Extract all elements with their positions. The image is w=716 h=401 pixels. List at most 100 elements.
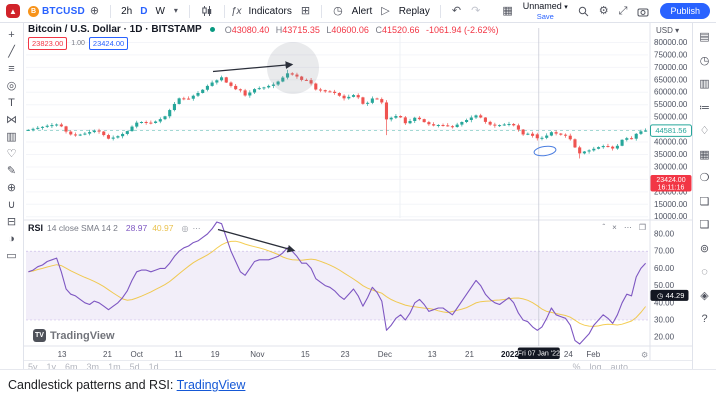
- trend-line-tool-icon[interactable]: ╱: [8, 46, 15, 58]
- help-icon[interactable]: ?: [701, 313, 708, 325]
- undo-icon[interactable]: ↶: [451, 4, 462, 17]
- ellipse-annotation[interactable]: [533, 145, 557, 157]
- alert-clock-icon[interactable]: ◷: [333, 4, 343, 17]
- layout-select-icon[interactable]: ▦: [502, 4, 513, 17]
- currency-label[interactable]: USD ▾: [656, 26, 680, 35]
- publish-button[interactable]: Publish: [660, 3, 710, 19]
- time-axis-label: 21: [465, 350, 474, 359]
- watchlist-icon[interactable]: ▤: [699, 31, 710, 43]
- scale-modes[interactable]: % log auto: [572, 362, 637, 369]
- measure-tool-icon[interactable]: ✎: [6, 165, 17, 177]
- app-logo[interactable]: ▲: [6, 4, 20, 18]
- upper-price-box[interactable]: 23823.00: [28, 37, 68, 50]
- time-axis-label: 13: [58, 350, 67, 359]
- chart-title[interactable]: Bitcoin / U.S. Dollar · 1D · BITSTAMP: [28, 24, 202, 35]
- ideas-icon[interactable]: ❍: [699, 172, 710, 184]
- collapse-pane-button[interactable]: ˆ: [602, 223, 606, 232]
- rsi-title[interactable]: RSI: [28, 223, 44, 233]
- delete-drawings-icon[interactable]: ▭: [6, 250, 17, 262]
- crosshair-tool-icon[interactable]: +: [8, 29, 15, 41]
- eye-icon[interactable]: ◎: [181, 223, 189, 233]
- chevron-down-icon[interactable]: ▾: [564, 4, 568, 11]
- screenshot-camera-icon[interactable]: [637, 6, 649, 17]
- hotlists-icon[interactable]: ♢: [699, 125, 710, 137]
- range-1m[interactable]: 1m: [108, 362, 121, 369]
- magnet-tool-icon[interactable]: ∪: [7, 199, 16, 211]
- arrow-annotation-price[interactable]: [212, 61, 294, 73]
- candle-style-icon[interactable]: [201, 5, 213, 17]
- timeframe-1d-button[interactable]: D: [140, 5, 148, 17]
- more-dots-icon[interactable]: ⋯: [192, 223, 201, 233]
- time-axis-label: 15: [301, 350, 310, 359]
- price-axis-label: 75000.00: [654, 50, 688, 59]
- range-5d[interactable]: 5d: [129, 362, 140, 369]
- rsi-axis-label: 60.00: [654, 264, 675, 273]
- chart-canvas[interactable]: 80000.00 75000.00 70000.00 65000.00 60000.00…: [0, 0, 716, 369]
- crosshair-date-label: [517, 347, 560, 359]
- layout-name-control[interactable]: Unnamed ▾ Save: [523, 2, 568, 20]
- timezone-gear-icon[interactable]: ⚙: [641, 351, 648, 360]
- lower-price-box[interactable]: 23424.00: [88, 37, 129, 50]
- data-window-icon[interactable]: ≔: [699, 101, 710, 114]
- current-price-label: [650, 124, 692, 137]
- scale-auto[interactable]: auto: [610, 362, 628, 369]
- close-pane-button[interactable]: ×: [612, 223, 617, 232]
- private-chat-icon[interactable]: ❏: [699, 195, 710, 208]
- news-icon[interactable]: ▥: [699, 78, 710, 90]
- range-1d[interactable]: 1d: [148, 362, 159, 369]
- fib-retracement-tool-icon[interactable]: ≡: [8, 63, 15, 75]
- prediction-tool-icon[interactable]: ▥: [6, 131, 17, 143]
- price-axis-label: 55000.00: [654, 100, 688, 109]
- range-6m[interactable]: 6m: [65, 362, 78, 369]
- scale-log[interactable]: log: [589, 362, 602, 369]
- search-icon[interactable]: [578, 6, 589, 17]
- time-axis-label: Nov: [250, 350, 264, 359]
- fullscreen-icon[interactable]: ⤢: [618, 4, 628, 17]
- bottom-toolbar-clipped: 5y 1y 6m 3m 1m 5d 1d % log auto: [28, 362, 646, 369]
- time-axis-label: 23: [341, 350, 350, 359]
- rsi-axis-label: 80.00: [654, 230, 675, 239]
- pattern-tool-icon[interactable]: ⋈: [6, 114, 17, 126]
- price-axis-label: 10000.00: [654, 212, 688, 221]
- save-button[interactable]: Save: [536, 11, 554, 21]
- caption-link[interactable]: TradingView: [176, 378, 246, 392]
- arrow-annotation-rsi[interactable]: [217, 228, 296, 253]
- chevron-down-icon[interactable]: ▾: [173, 6, 178, 15]
- range-1y[interactable]: 1y: [46, 362, 57, 369]
- range-3m[interactable]: 3m: [86, 362, 100, 369]
- time-axis-label: 2022: [501, 350, 519, 359]
- text-tool-icon[interactable]: T: [8, 97, 15, 109]
- zoom-in-tool-icon[interactable]: ⊕: [6, 182, 17, 194]
- quantity-label: 1.00: [71, 40, 85, 47]
- redo-icon[interactable]: ↷: [471, 4, 481, 17]
- emoji-tool-icon[interactable]: ♡: [6, 148, 17, 160]
- notifications-icon[interactable]: ◌: [701, 266, 708, 278]
- rsi-axis-label: 20.00: [654, 333, 675, 342]
- maximize-pane-button[interactable]: ❐: [638, 223, 646, 232]
- order-panel-icon[interactable]: ◈: [700, 289, 709, 302]
- alerts-icon[interactable]: ◷: [699, 54, 710, 67]
- market-open-dot: [209, 27, 215, 32]
- range-shortcuts[interactable]: 5y 1y 6m 3m 1m 5d 1d: [28, 362, 168, 369]
- range-5y[interactable]: 5y: [28, 362, 38, 369]
- indicator-templates-icon[interactable]: ⊞: [300, 4, 311, 17]
- hide-drawings-icon[interactable]: ◑: [8, 233, 15, 245]
- alert-button[interactable]: Alert: [351, 5, 373, 17]
- compare-icon[interactable]: ⊕: [89, 4, 100, 17]
- replay-icon[interactable]: ▷: [381, 4, 390, 17]
- more-options-button[interactable]: ⋯: [623, 223, 632, 232]
- replay-button[interactable]: Replay: [398, 5, 430, 17]
- scale-%[interactable]: %: [572, 362, 581, 369]
- settings-gear-icon[interactable]: ⚙: [598, 4, 609, 17]
- calendar-icon[interactable]: ▦: [699, 148, 710, 161]
- highlight-circle-annotation[interactable]: [267, 42, 319, 94]
- symbol-button[interactable]: BTCUSD: [42, 5, 85, 17]
- streams-icon[interactable]: ⊚: [699, 242, 710, 255]
- timeframe-1w-button[interactable]: W: [155, 5, 165, 17]
- indicators-button[interactable]: Indicators: [248, 5, 292, 17]
- lock-drawings-icon[interactable]: ⊟: [6, 216, 17, 228]
- rsi-ma-line: [28, 240, 646, 327]
- timeframe-2h-button[interactable]: 2h: [121, 5, 133, 17]
- public-chat-icon[interactable]: ❑: [699, 219, 710, 231]
- gann-tool-icon[interactable]: ◎: [6, 80, 17, 92]
